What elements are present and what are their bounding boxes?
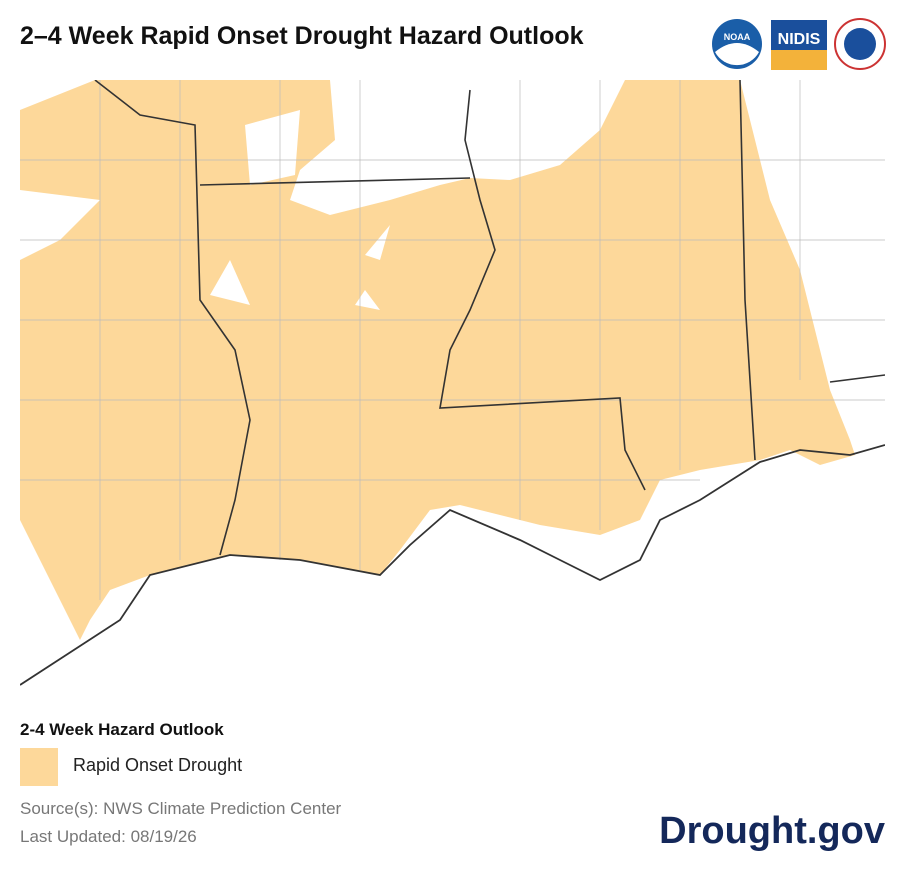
- noaa-wave: [715, 43, 759, 66]
- drought-area: [20, 80, 855, 640]
- legend-swatch: [20, 748, 58, 786]
- nidis-band: [771, 50, 827, 70]
- updated: Last Updated: 08/19/26: [20, 827, 197, 846]
- nidis-text: NIDIS: [778, 31, 821, 48]
- brand: Drought.gov: [659, 810, 885, 852]
- county-lines: [20, 80, 885, 600]
- legend-label: Rapid Onset Drought: [73, 755, 243, 775]
- map: [20, 80, 885, 686]
- noaa-text: NOAA: [724, 32, 751, 42]
- nws-inner: [844, 28, 876, 60]
- legend-title: 2-4 Week Hazard Outlook: [20, 720, 224, 739]
- coastline: [20, 444, 885, 686]
- state-borders: [94, 80, 885, 556]
- title: 2–4 Week Rapid Onset Drought Hazard Outl…: [20, 22, 584, 50]
- source: Source(s): NWS Climate Prediction Center: [20, 799, 342, 818]
- logos: NOAA NIDIS: [712, 18, 886, 70]
